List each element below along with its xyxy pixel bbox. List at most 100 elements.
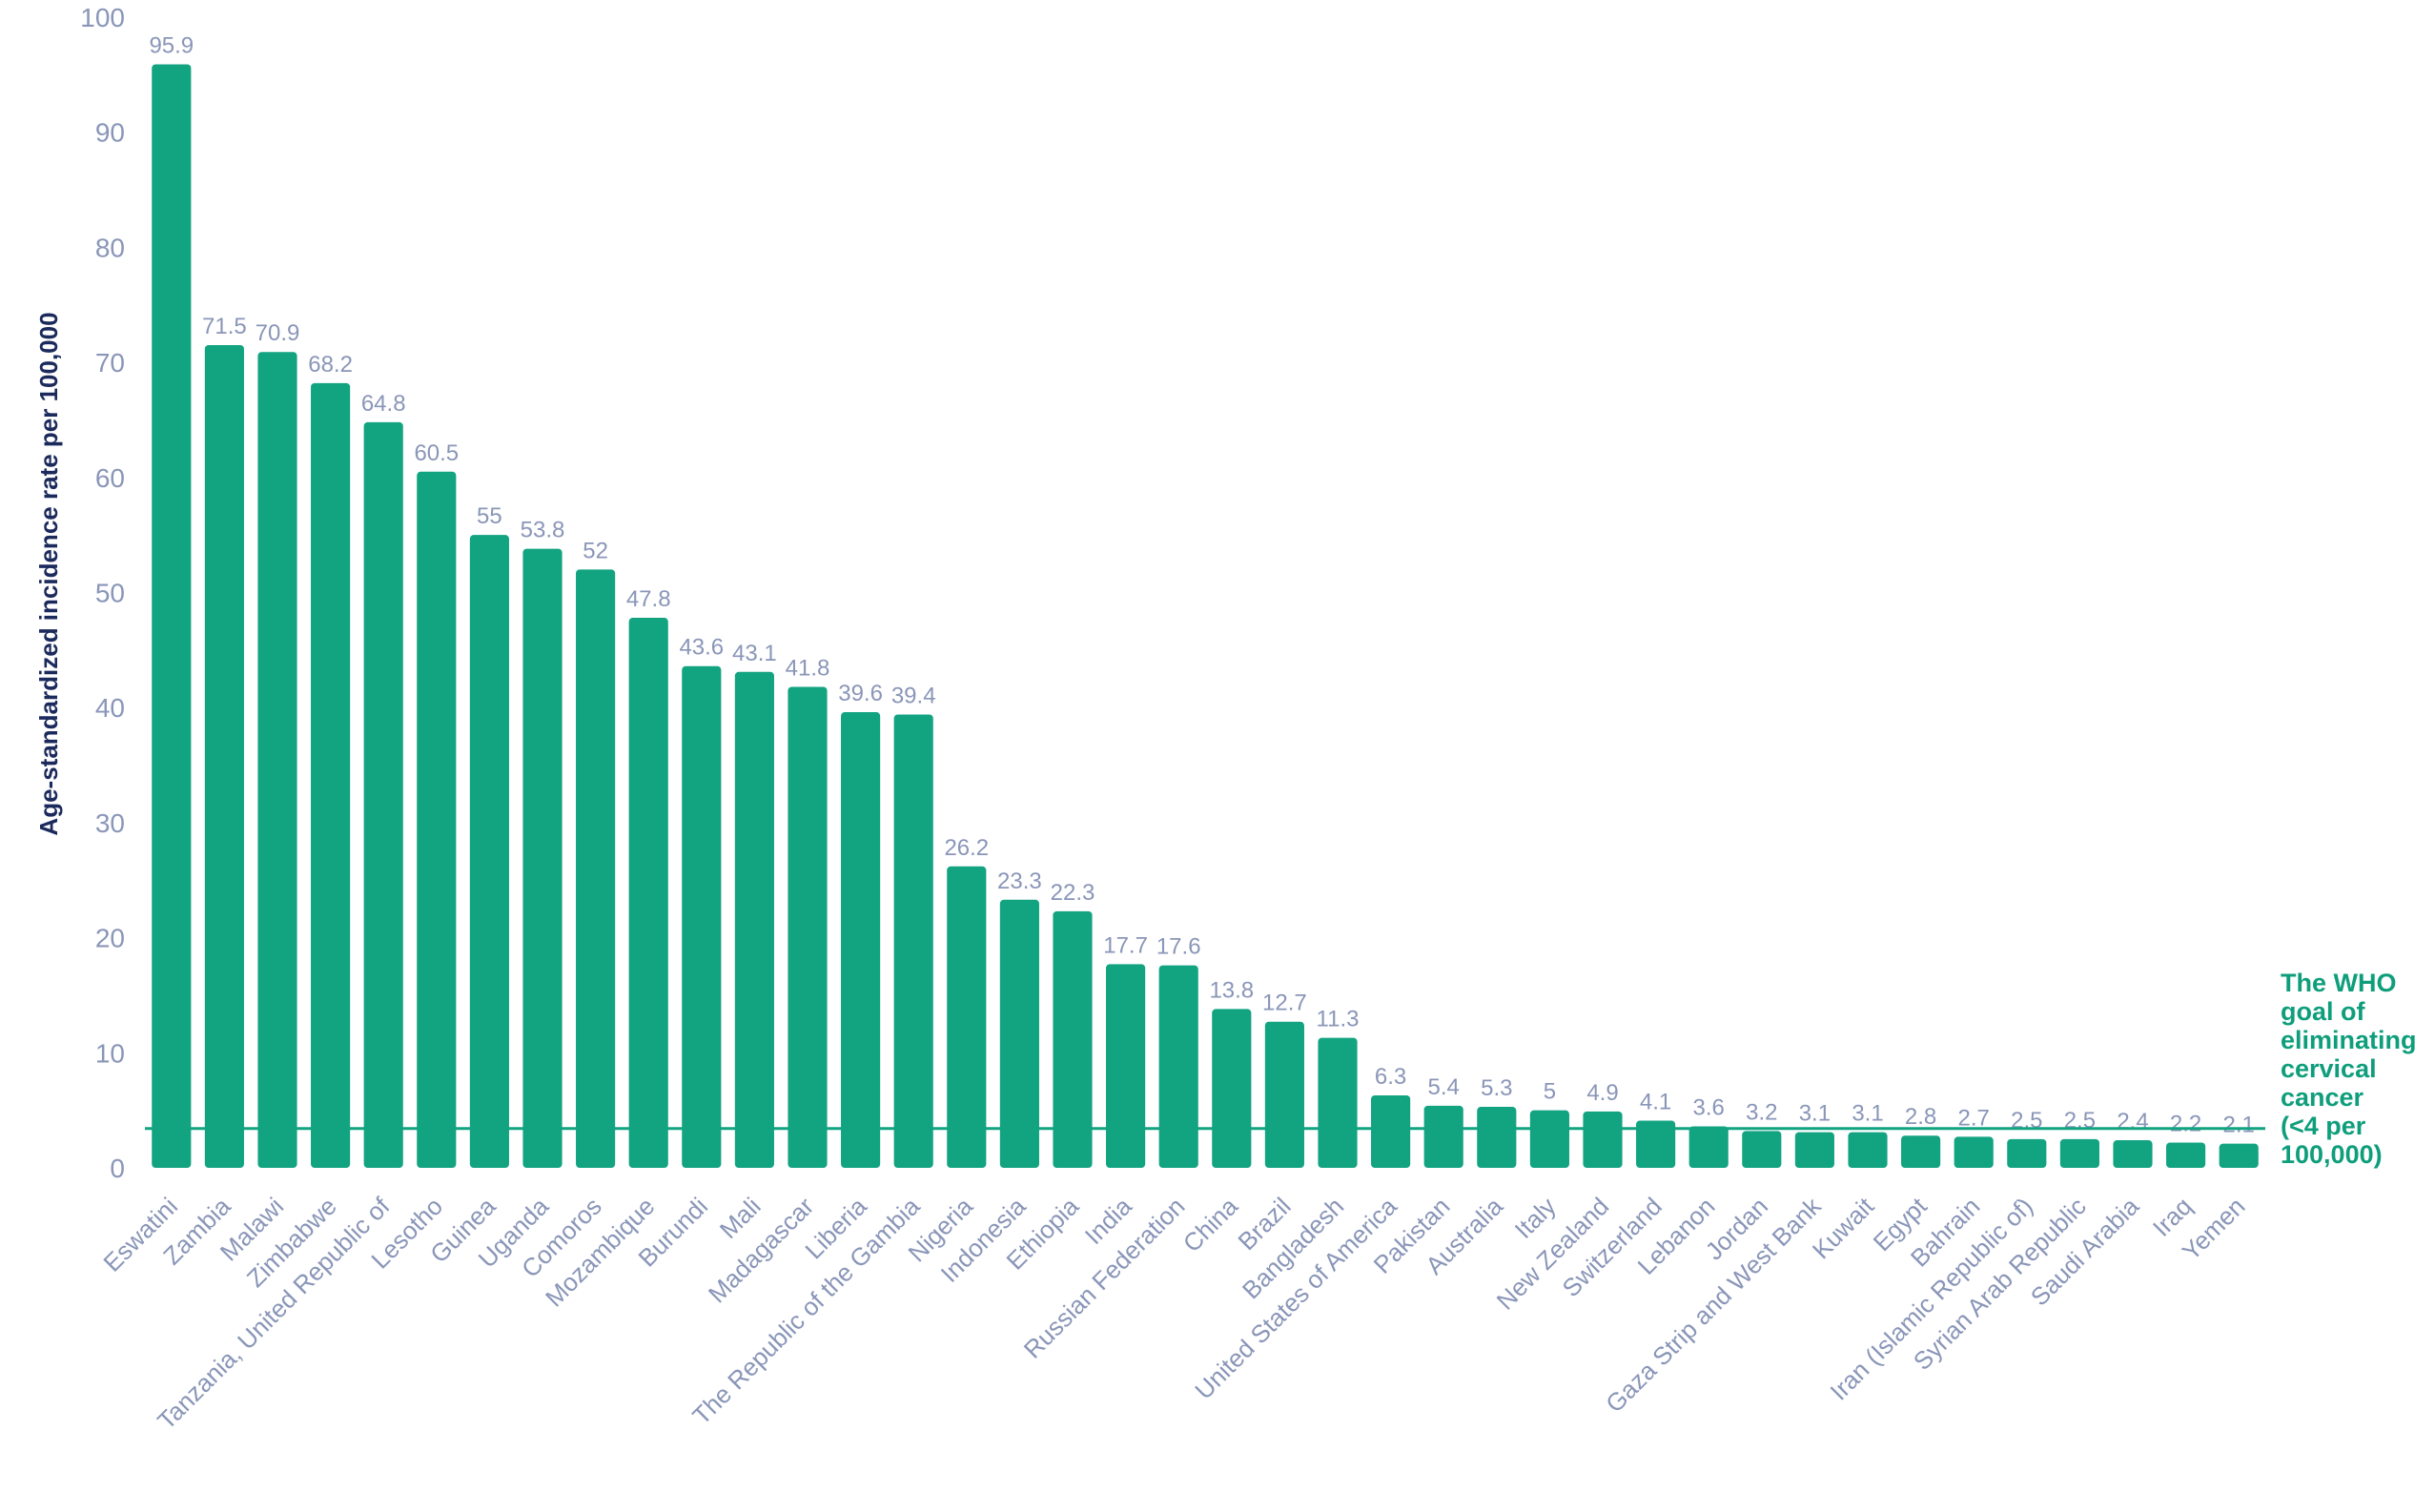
value-label: 43.6 [679, 635, 724, 661]
value-label: 17.7 [1103, 932, 1148, 958]
y-tick-label: 40 [95, 693, 125, 723]
value-label: 53.8 [521, 518, 565, 543]
bar [576, 569, 616, 1168]
bar [2113, 1140, 2153, 1168]
value-label: 68.2 [308, 352, 353, 378]
value-label: 41.8 [786, 655, 830, 681]
bar [1158, 965, 1198, 1168]
who-goal-label-line: eliminating [2281, 1026, 2417, 1054]
bar [682, 665, 722, 1168]
bar [1529, 1110, 1569, 1168]
value-label: 11.3 [1317, 1007, 1360, 1032]
bar [1106, 964, 1146, 1168]
y-axis-ticks: 0 10 20 30 40 50 60 70 80 90 100 [80, 3, 125, 1183]
bar [1954, 1136, 1994, 1168]
bar [2007, 1138, 2047, 1168]
value-label: 5.3 [1481, 1075, 1512, 1101]
who-goal-label-line: The WHO [2281, 969, 2397, 997]
value-label: 5.4 [1428, 1074, 1460, 1100]
y-tick-label: 50 [95, 579, 125, 608]
value-label: 3.6 [1693, 1095, 1725, 1121]
value-label: 55 [477, 503, 502, 529]
bar [2166, 1142, 2206, 1168]
who-goal-label-line: cervical [2281, 1054, 2377, 1083]
bar [788, 686, 828, 1168]
bar [1264, 1021, 1304, 1168]
value-label: 3.2 [1746, 1099, 1777, 1125]
x-tick-label: Eswatini [97, 1192, 183, 1277]
value-label: 2.4 [2117, 1109, 2148, 1134]
bar [841, 712, 881, 1168]
x-tick-label: China [1177, 1192, 1244, 1258]
bar [734, 671, 774, 1168]
y-tick-label: 90 [95, 118, 125, 148]
bar [1901, 1135, 1941, 1168]
bar [1688, 1126, 1729, 1168]
value-label: 52 [583, 538, 608, 563]
x-tick-label: Kuwait [1807, 1191, 1880, 1264]
value-label: 71.5 [202, 314, 247, 339]
bar [311, 382, 351, 1168]
value-label: 70.9 [256, 320, 300, 346]
bar [999, 899, 1039, 1168]
y-axis-label: Age-standardized incidence rate per 100,… [34, 312, 63, 835]
bar [417, 471, 457, 1168]
who-goal-label-line: cancer [2281, 1083, 2364, 1112]
value-label: 47.8 [626, 586, 671, 612]
bar [1212, 1009, 1252, 1168]
value-label: 2.8 [1905, 1104, 1936, 1130]
bar [204, 344, 244, 1168]
value-label: 4.1 [1640, 1090, 1671, 1115]
value-label: 12.7 [1262, 991, 1307, 1016]
value-label: 95.9 [149, 32, 194, 58]
value-label: 5 [1544, 1079, 1556, 1105]
value-label: 26.2 [944, 835, 989, 861]
y-tick-label: 70 [95, 348, 125, 378]
value-label: 23.3 [997, 868, 1042, 894]
value-label: 39.6 [838, 681, 883, 706]
bar [1318, 1037, 1358, 1168]
bar [1477, 1107, 1517, 1168]
bar [363, 421, 403, 1168]
value-label: 4.9 [1586, 1080, 1618, 1106]
bar [469, 535, 509, 1168]
bar [257, 352, 297, 1168]
value-label: 13.8 [1209, 977, 1254, 1003]
y-tick-label: 20 [95, 924, 125, 953]
value-label: 43.1 [732, 641, 777, 666]
value-label: 39.4 [891, 683, 936, 708]
bar [1371, 1094, 1411, 1168]
bar [1583, 1111, 1623, 1168]
value-label: 2.7 [1958, 1105, 1990, 1131]
bar [1848, 1132, 1888, 1168]
y-tick-label: 10 [95, 1038, 125, 1068]
value-label: 3.1 [1799, 1101, 1831, 1127]
who-goal-label-line: 100,000) [2281, 1140, 2383, 1169]
bar [2059, 1138, 2099, 1168]
value-label: 17.6 [1156, 934, 1201, 960]
value-label: 64.8 [361, 391, 406, 417]
who-goal-label-line: (<4 per [2281, 1112, 2366, 1140]
bar [1636, 1120, 1676, 1168]
bar [2219, 1143, 2259, 1168]
value-label: 22.3 [1051, 880, 1095, 906]
value-labels: 95.9 71.5 70.9 68.2 64.8 60.5 55 53.8 52 47.8 43.6… [149, 32, 2254, 1137]
bar [1794, 1132, 1834, 1168]
who-goal-label-line: goal of [2281, 997, 2365, 1026]
bars [152, 64, 2259, 1168]
y-tick-label: 60 [95, 463, 125, 493]
y-tick-label: 0 [110, 1154, 125, 1183]
bar [1423, 1105, 1463, 1168]
bar [628, 618, 668, 1168]
bar [947, 866, 987, 1168]
value-label: 6.3 [1375, 1064, 1406, 1090]
value-label: 2.2 [2170, 1111, 2201, 1136]
value-label: 2.1 [2223, 1113, 2255, 1138]
value-label: 3.1 [1852, 1101, 1883, 1127]
bar [152, 64, 192, 1168]
who-goal-label: The WHO goal of eliminating cervical cancer(… [2281, 969, 2417, 1169]
y-tick-label: 30 [95, 808, 125, 838]
bar [893, 714, 933, 1168]
bar [522, 548, 563, 1168]
